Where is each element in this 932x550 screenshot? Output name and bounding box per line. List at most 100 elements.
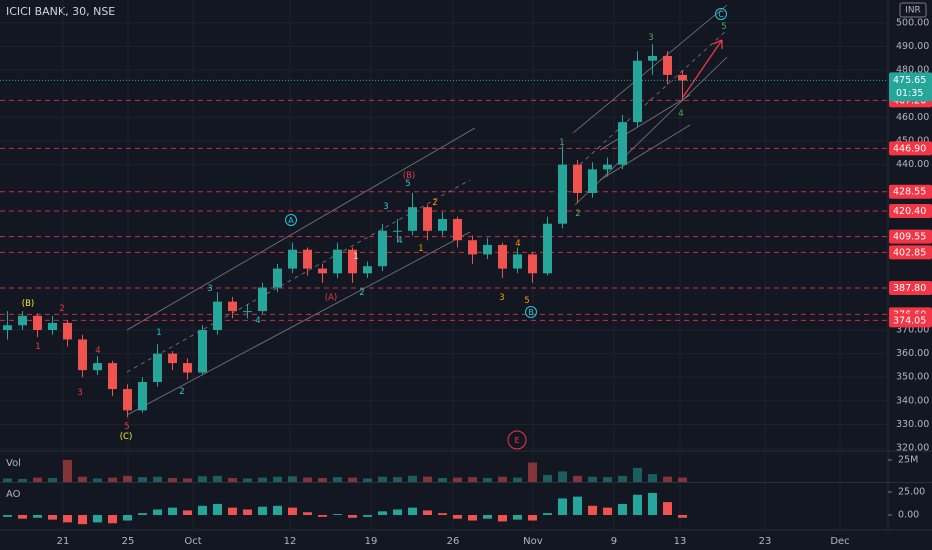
candle-body <box>438 218 447 231</box>
volume-bar <box>258 477 267 482</box>
candle-body <box>348 249 357 274</box>
volume-bar <box>498 476 507 482</box>
volume-bar <box>213 475 222 482</box>
volume-bar <box>543 474 552 482</box>
wave-label: 1 <box>353 252 358 262</box>
ao-bar <box>18 515 27 519</box>
y-tick-label: 500.00 <box>896 17 929 28</box>
x-tick-label: 12 <box>284 536 297 547</box>
candle-body <box>48 322 57 330</box>
candle-body <box>498 244 507 269</box>
channel-line <box>126 231 471 416</box>
ao-bar <box>543 513 552 516</box>
wave-label: 1 <box>35 342 40 352</box>
candle-body <box>528 254 537 274</box>
x-tick-label: 25 <box>122 536 135 547</box>
candle-body <box>468 240 477 255</box>
level-label: 402.85 <box>893 247 926 258</box>
candle-body <box>423 207 432 231</box>
ao-bar <box>198 505 207 516</box>
candle-body <box>543 223 552 274</box>
x-tick-label: 13 <box>674 536 687 547</box>
wave-label: 4 <box>255 316 260 326</box>
ao-bar <box>3 515 12 517</box>
projection-arrow <box>682 39 723 98</box>
candle-body <box>588 169 597 193</box>
wave-label: 2 <box>432 198 437 208</box>
wave-label: 3 <box>648 33 653 43</box>
ao-bar <box>288 507 297 516</box>
y-tick-label: 320.00 <box>896 443 929 454</box>
volume-bar <box>183 478 192 482</box>
volume-bar <box>603 477 612 482</box>
volume-bar <box>378 476 387 482</box>
ao-bar <box>483 515 492 519</box>
ao-bar <box>138 513 147 516</box>
ao-bar <box>438 513 447 516</box>
volume-bar <box>198 476 207 482</box>
wave-label: 3 <box>207 284 212 294</box>
currency-box[interactable] <box>899 2 927 18</box>
wave-label: 3 <box>77 388 82 398</box>
candle-body <box>393 230 402 232</box>
ao-bar <box>228 507 237 516</box>
candle-body <box>408 207 417 231</box>
volume-bar <box>243 478 252 482</box>
y-tick-label: 460.00 <box>896 112 929 123</box>
volume-bar <box>123 475 132 482</box>
volume-bar <box>363 478 372 482</box>
candle-body <box>213 301 222 330</box>
wave-label: 4 <box>397 236 402 246</box>
volume-bar <box>348 477 357 482</box>
volume-bar <box>528 462 537 482</box>
ao-bar <box>168 507 177 516</box>
y-tick-label: 370.00 <box>896 325 929 336</box>
x-tick-label: Dec <box>830 536 849 547</box>
wave-label: B <box>528 308 534 317</box>
wave-label: 3 <box>499 293 504 303</box>
ao-bar <box>378 511 387 516</box>
volume-bar <box>153 476 162 482</box>
wave-label: (C) <box>120 432 133 442</box>
candle-body <box>618 122 627 165</box>
ao-bar <box>318 515 327 517</box>
chart-title: ICICI BANK, 30, NSE <box>6 5 115 18</box>
level-label: 446.90 <box>893 143 926 154</box>
wave-label: 4 <box>678 109 683 119</box>
volume-bar <box>33 477 42 482</box>
ao-bar <box>153 509 162 516</box>
candle-body <box>108 363 117 390</box>
volume-bar <box>3 478 12 482</box>
volume-bar <box>303 477 312 482</box>
wave-label: 5 <box>405 179 410 189</box>
y-tick-label: 440.00 <box>896 159 929 170</box>
candle-body <box>603 164 612 170</box>
channel-line <box>599 124 691 181</box>
ao-bar <box>363 515 372 517</box>
level-label-box <box>889 280 932 295</box>
wave-label: (B) <box>22 299 34 309</box>
candle-body <box>318 268 327 274</box>
ao-bar <box>573 496 582 516</box>
ao-bar <box>393 509 402 516</box>
candle-body <box>678 74 687 81</box>
ao-bar <box>303 512 312 516</box>
ao-bar <box>78 515 87 525</box>
y-tick-label: 360.00 <box>896 348 929 359</box>
volume-bar <box>558 471 567 482</box>
wave-label: E <box>514 436 519 445</box>
ao-bar <box>663 502 672 516</box>
candle-body <box>153 353 162 382</box>
volume-bar <box>393 477 402 482</box>
candle-body <box>663 55 672 75</box>
wave-circle <box>507 430 527 450</box>
last-price-box <box>889 72 932 102</box>
x-tick-label: 19 <box>365 536 378 547</box>
volume-bar <box>273 476 282 482</box>
candle-body <box>513 254 522 269</box>
y-tick-label: 480.00 <box>896 65 929 76</box>
wave-label: 5 <box>524 296 529 306</box>
candle-body <box>138 381 147 411</box>
candle-body <box>93 363 102 371</box>
ao-bar <box>33 515 42 518</box>
